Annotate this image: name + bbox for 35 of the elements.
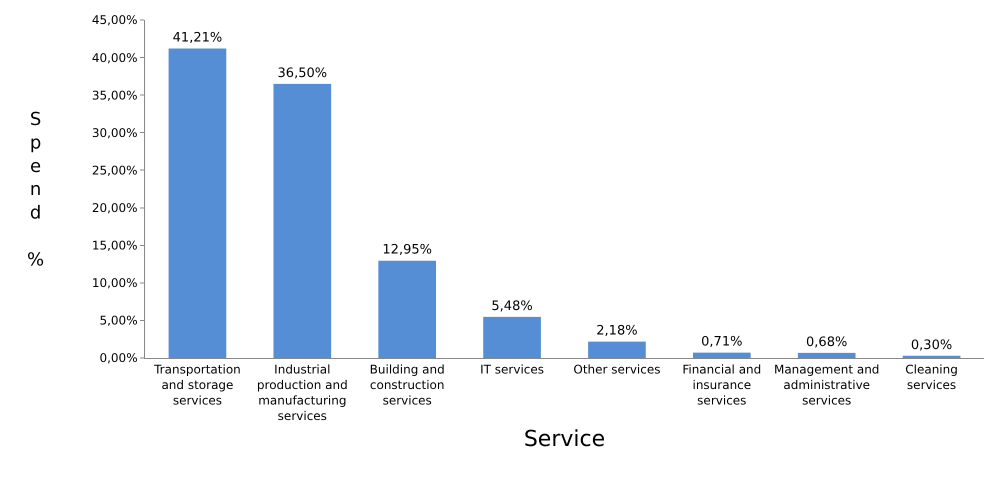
bar bbox=[588, 342, 646, 358]
bar bbox=[483, 316, 541, 358]
y-tick-label: 25,00% bbox=[92, 163, 138, 178]
y-tick-label: 40,00% bbox=[92, 50, 138, 65]
y-tick-label: 10,00% bbox=[92, 276, 138, 290]
y-tick-label: 5,00% bbox=[99, 314, 138, 328]
x-tick-label: IT services bbox=[480, 362, 544, 376]
data-label: 12,95% bbox=[382, 242, 432, 258]
data-label: 41,21% bbox=[172, 30, 222, 46]
data-label: 0,71% bbox=[701, 334, 742, 350]
y-tick-label: 0,00% bbox=[99, 351, 138, 366]
x-tick-label: Cleaning services bbox=[905, 362, 958, 392]
bar bbox=[692, 352, 751, 358]
bar bbox=[798, 352, 856, 358]
bar bbox=[273, 84, 332, 358]
data-label: 2,18% bbox=[596, 324, 638, 339]
y-tick-label: 30,00% bbox=[92, 126, 138, 140]
x-tick-label: Transportation and storage services bbox=[153, 362, 241, 408]
y-tick-label: 15,00% bbox=[92, 238, 138, 253]
bar bbox=[378, 260, 436, 358]
x-tick-label: Building and construction services bbox=[370, 362, 445, 408]
x-tick-label: Industrial production and manufacturing services bbox=[256, 362, 348, 424]
x-tick-label: Management and administrative services bbox=[774, 362, 880, 408]
x-tick-label: Other services bbox=[573, 362, 661, 376]
data-label: 0,30% bbox=[910, 338, 952, 353]
x-axis-title: Service bbox=[524, 427, 606, 452]
data-label: 5,48% bbox=[491, 298, 533, 314]
x-tick-label: Financial and insurance services bbox=[682, 362, 762, 408]
data-label: 0,68% bbox=[806, 334, 848, 350]
data-label: 36,50% bbox=[278, 66, 328, 81]
bar bbox=[168, 48, 226, 358]
y-tick-label: 35,00% bbox=[92, 88, 138, 102]
y-tick-label: 45,00% bbox=[92, 13, 138, 28]
y-tick-label: 20,00% bbox=[92, 200, 138, 215]
text: Spend % bbox=[27, 109, 44, 270]
